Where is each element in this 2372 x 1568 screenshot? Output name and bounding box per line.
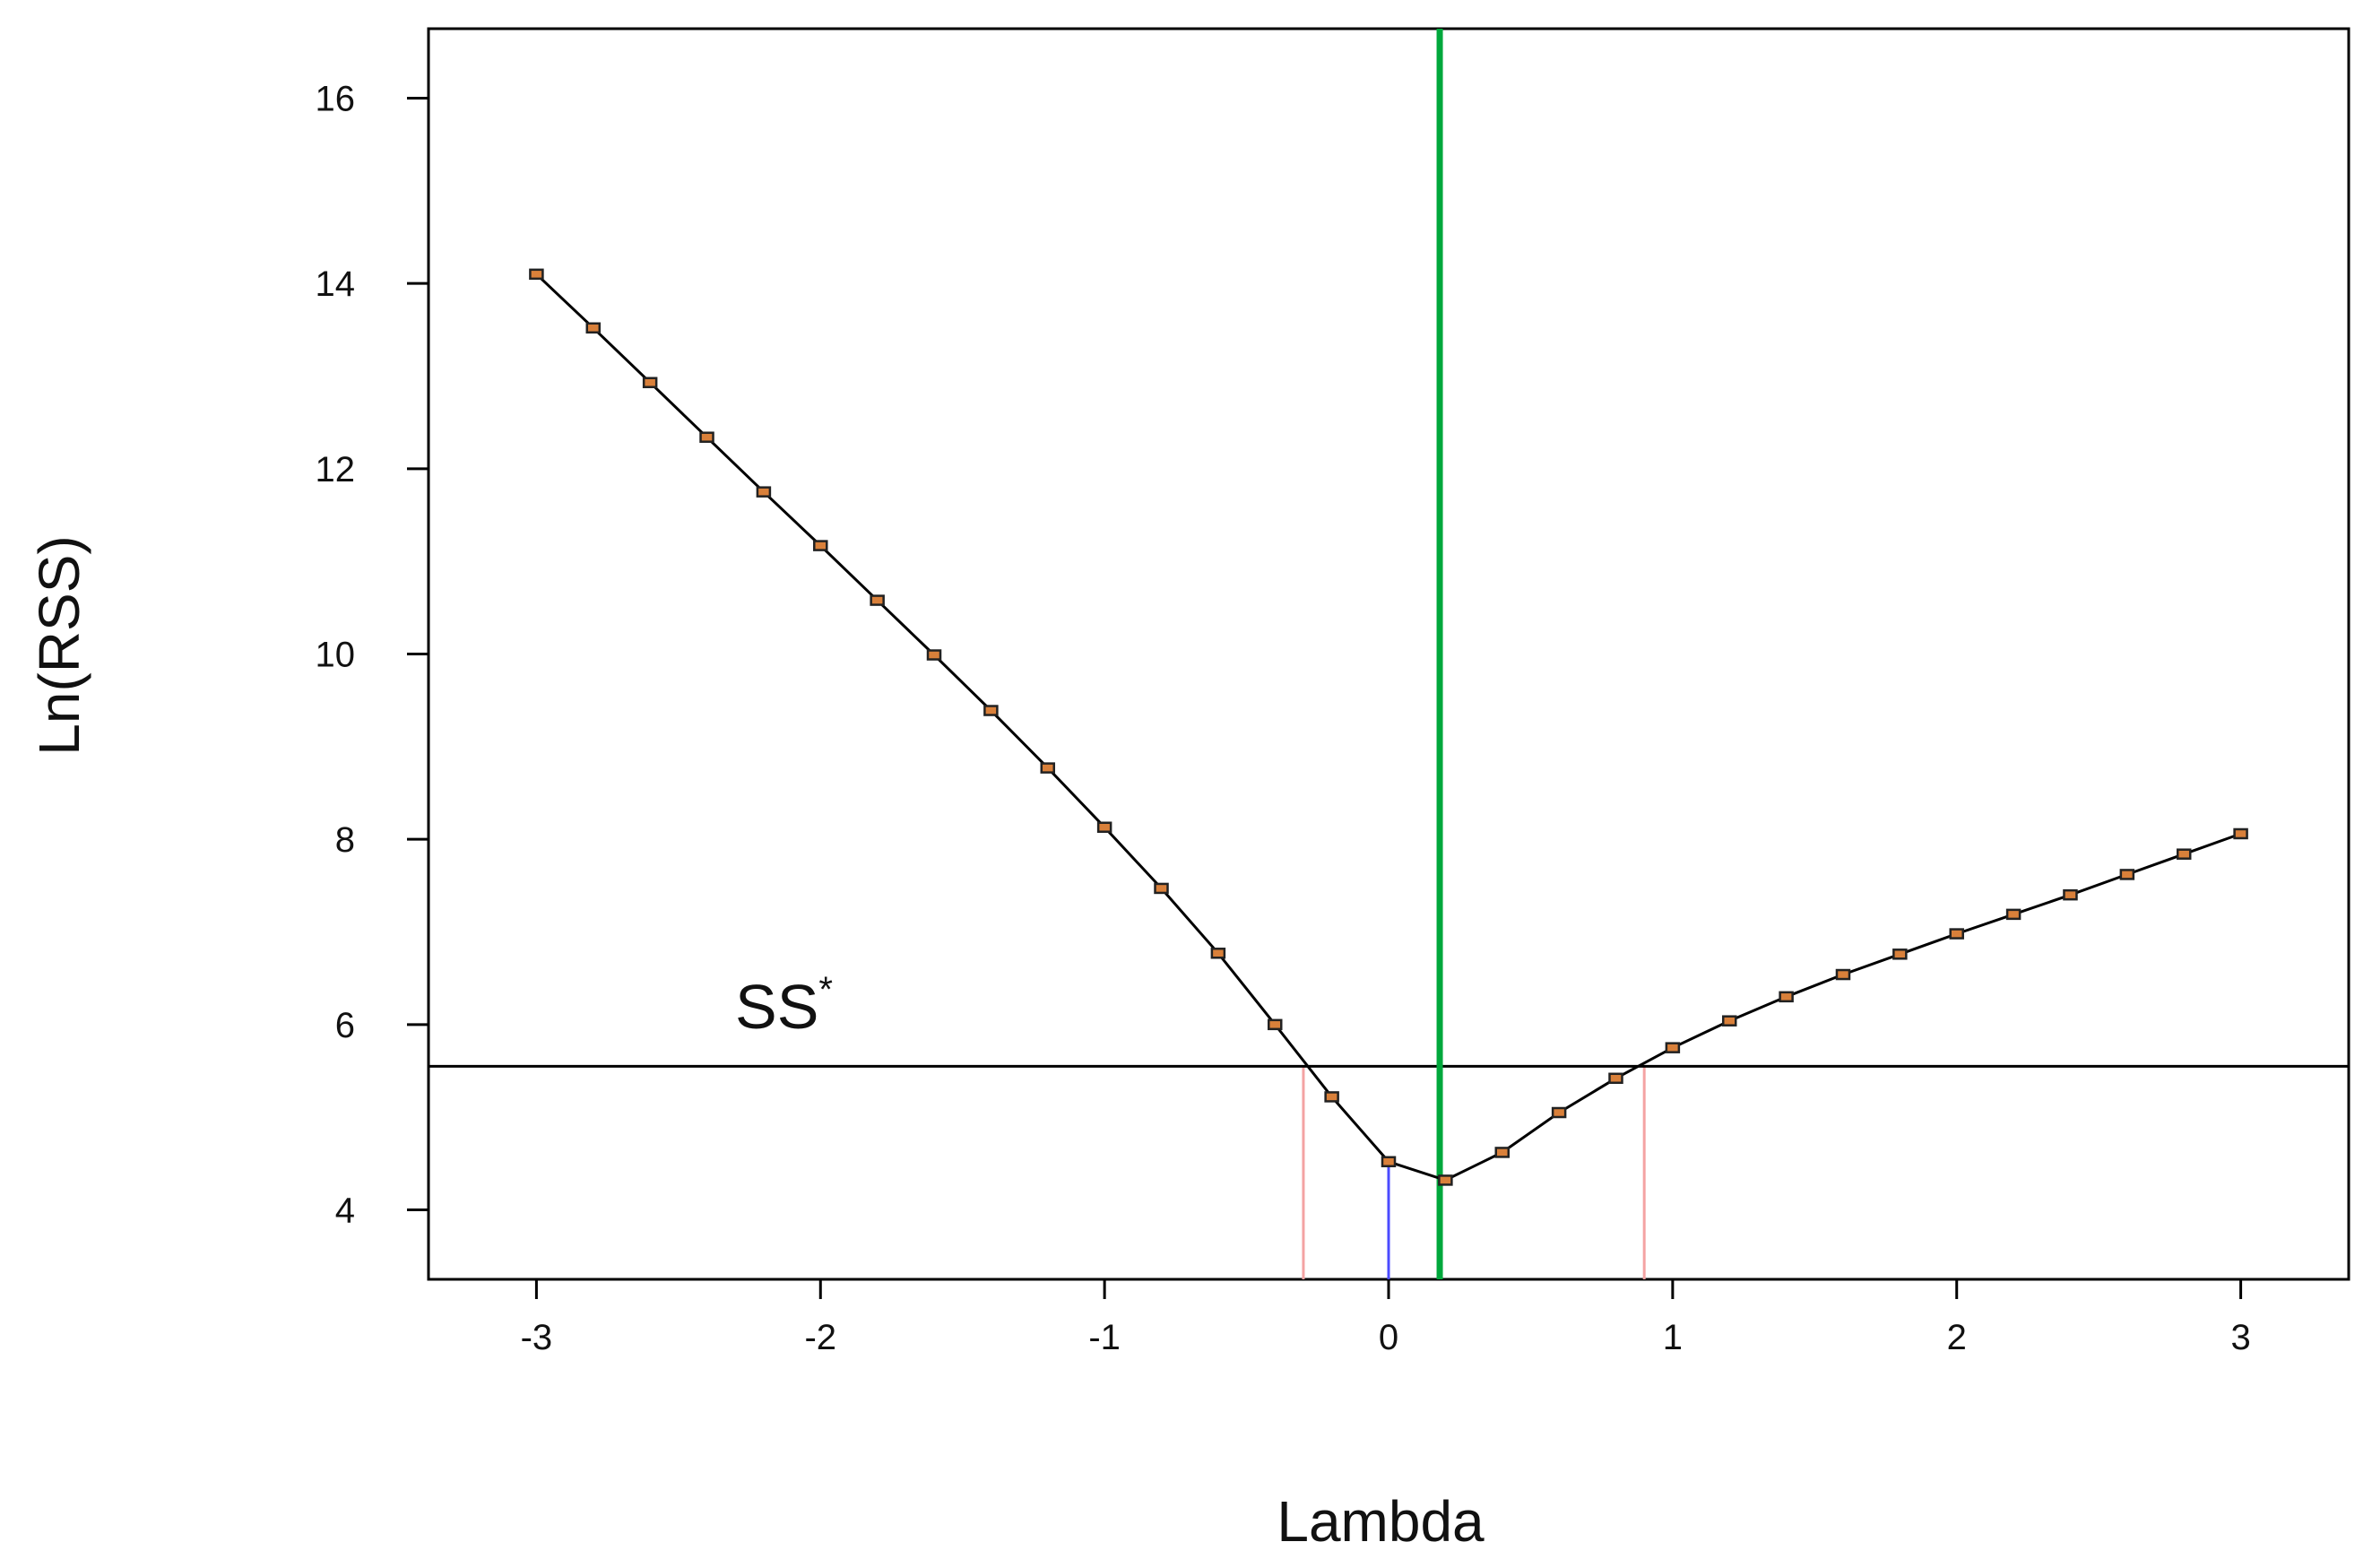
data-point — [813, 540, 828, 551]
data-point — [1210, 948, 1226, 959]
data-point — [529, 268, 544, 281]
data-point — [642, 377, 658, 388]
x-axis-title: Lambda — [1277, 1489, 1485, 1554]
data-point — [926, 649, 942, 661]
y-tick-label: 10 — [316, 636, 356, 675]
data-point — [1949, 928, 1964, 940]
data-point — [870, 594, 885, 606]
data-point — [1381, 1156, 1397, 1168]
x-tick-label: 0 — [1379, 1318, 1398, 1357]
data-point — [1608, 1072, 1623, 1085]
x-tick-label: -3 — [521, 1318, 553, 1357]
data-point — [1096, 821, 1112, 833]
y-axis-title: Ln(RSS) — [27, 535, 91, 755]
y-tick-label: 4 — [335, 1191, 355, 1231]
y-tick-label: 14 — [316, 264, 356, 304]
x-tick-label: 3 — [2230, 1318, 2250, 1357]
threshold-label-superscript: * — [818, 970, 833, 1009]
data-point — [1551, 1106, 1567, 1119]
plot-frame — [427, 27, 2350, 1281]
data-point — [1438, 1174, 1453, 1186]
data-point — [756, 486, 772, 498]
threshold-label: SS* — [735, 970, 833, 1042]
data-point — [2119, 869, 2135, 880]
data-point — [1040, 762, 1056, 774]
data-point — [1779, 991, 1794, 1003]
data-point — [1494, 1147, 1510, 1158]
threshold-label-text: SS — [735, 972, 818, 1042]
data-point — [2176, 848, 2192, 860]
x-tick-label: 1 — [1663, 1318, 1683, 1357]
data-point — [1721, 1015, 1737, 1027]
plot-marks — [429, 29, 2349, 1279]
data-point — [2063, 888, 2078, 901]
data-point — [699, 431, 714, 443]
data-point — [2005, 908, 2021, 921]
data-point — [1892, 949, 1908, 960]
data-point — [1665, 1042, 1681, 1053]
series-line — [535, 273, 2242, 1182]
y-tick-label: 8 — [335, 820, 355, 860]
data-point — [1324, 1091, 1339, 1103]
y-tick-label: 16 — [316, 80, 356, 119]
data-point — [585, 322, 602, 334]
x-tick-label: -1 — [1088, 1318, 1121, 1357]
data-point — [1268, 1018, 1283, 1031]
y-tick-label: 6 — [335, 1006, 355, 1045]
data-point — [1835, 968, 1851, 981]
y-tick-label: 12 — [316, 450, 356, 489]
data-point — [1154, 882, 1169, 895]
x-tick-label: -2 — [804, 1318, 836, 1357]
data-point — [983, 705, 999, 716]
x-tick-label: 2 — [1947, 1318, 1967, 1357]
data-point — [2233, 827, 2248, 840]
